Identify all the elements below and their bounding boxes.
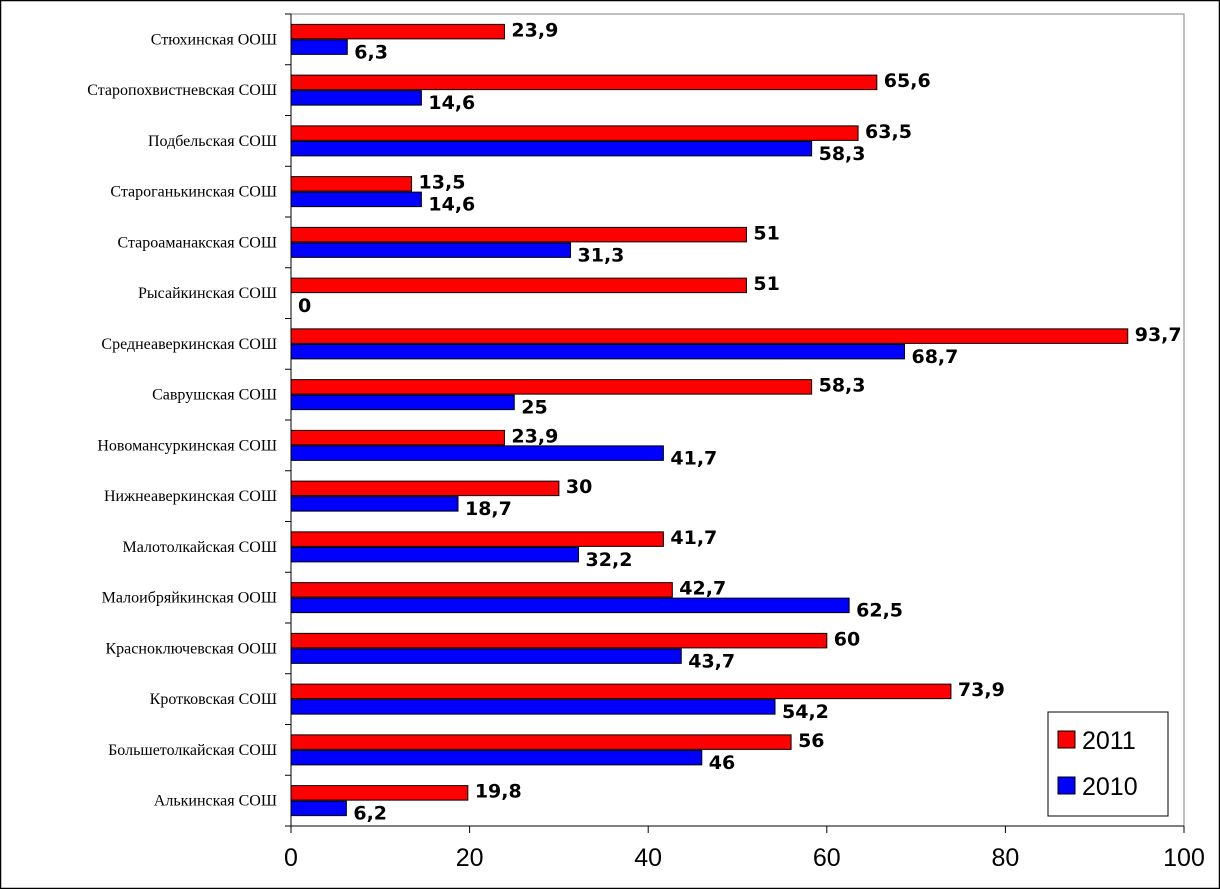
category-label: Подбельская СОШ (148, 133, 277, 150)
bar-2010 (290, 445, 664, 461)
data-label-2010: 25 (521, 397, 547, 419)
data-label-2010: 0 (298, 295, 311, 317)
category-label: Рысайкинская СОШ (138, 285, 277, 302)
bar-2010 (290, 191, 422, 208)
x-tick-label: 100 (1163, 844, 1205, 872)
bar-2011 (290, 480, 560, 497)
bar-2010 (290, 343, 905, 360)
bar-2011 (290, 429, 505, 446)
legend-box (1047, 711, 1169, 817)
category-label: Нижнеаверкинская СОШ (104, 488, 277, 505)
data-label-2011: 51 (753, 222, 779, 244)
category-label: Среднеаверкинская СОШ (101, 336, 277, 353)
category-label: Стюхинская ООШ (151, 31, 277, 48)
bar-2011 (290, 328, 1129, 344)
category-label: Кротковская СОШ (150, 691, 277, 708)
bar-2011 (290, 23, 505, 40)
x-tick-label: 60 (813, 844, 841, 872)
data-label-2011: 23,9 (511, 19, 558, 41)
category-label: Алькинская СОШ (154, 793, 277, 810)
category-label: Большетолкайская СОШ (108, 742, 277, 759)
x-tick-label: 20 (456, 844, 484, 872)
data-label-2011: 42,7 (679, 578, 726, 600)
legend-swatch-2010 (1057, 776, 1076, 795)
bar-2011 (290, 74, 878, 91)
category-label: Красноключевская ООШ (106, 640, 278, 657)
bar-2010 (290, 242, 572, 258)
data-label-2011: 60 (834, 628, 860, 650)
x-tick-label: 80 (991, 844, 1019, 872)
category-label: Саврушская СОШ (152, 387, 277, 404)
bar-2010 (290, 546, 580, 563)
data-label-2011: 13,5 (419, 172, 466, 194)
data-label-2011: 73,9 (958, 679, 1005, 701)
x-tick-label: 40 (634, 844, 662, 872)
data-label-2010: 68,7 (911, 346, 958, 368)
category-label: Староганькинская СОШ (110, 184, 277, 201)
data-label-2011: 56 (798, 730, 824, 752)
bar-2011 (290, 226, 747, 243)
bar-2010 (290, 699, 776, 715)
bar-2010 (290, 39, 348, 55)
data-label-2010: 41,7 (670, 447, 717, 469)
data-label-2010: 62,5 (856, 600, 903, 622)
data-label-2011: 30 (566, 476, 592, 498)
data-label-2010: 46 (709, 752, 735, 774)
bar-2010 (290, 800, 347, 817)
bar-2011 (290, 277, 747, 294)
data-label-2010: 14,6 (428, 92, 475, 114)
bar-2011 (290, 632, 828, 649)
bar-2011 (290, 379, 813, 395)
bar-2011 (290, 582, 673, 598)
category-label: Староаманакская СОШ (118, 234, 277, 251)
data-label-2011: 63,5 (865, 121, 912, 143)
bar-2010 (290, 597, 850, 614)
data-label-2011: 58,3 (819, 375, 866, 397)
category-label: Новомансуркинская СОШ (97, 437, 277, 454)
data-label-2011: 23,9 (511, 425, 558, 447)
category-label: Малоибряйкинская ООШ (102, 590, 277, 607)
category-label: Старопохвистневская СОШ (87, 82, 277, 99)
bar-2011 (290, 734, 792, 750)
data-label-2010: 18,7 (465, 498, 512, 520)
bar-2011 (290, 683, 952, 700)
bar-2010 (290, 749, 703, 766)
data-label-2011: 93,7 (1135, 324, 1182, 346)
x-tick-label: 0 (284, 844, 298, 872)
data-label-2010: 6,2 (353, 803, 387, 825)
bar-2011 (290, 531, 664, 547)
data-label-2011: 19,8 (475, 781, 522, 803)
data-label-2010: 31,3 (578, 244, 625, 266)
bar-2011 (290, 125, 859, 141)
bar-2010 (290, 394, 515, 411)
bar-2010 (290, 648, 682, 664)
data-label-2010: 58,3 (819, 143, 866, 165)
bar-2011 (290, 176, 413, 192)
data-label-2010: 32,2 (586, 549, 633, 571)
data-label-2011: 65,6 (884, 70, 931, 92)
data-label-2010: 43,7 (688, 650, 735, 672)
data-label-2010: 6,3 (354, 41, 388, 63)
data-label-2011: 41,7 (670, 527, 717, 549)
legend-label-2011: 2011 (1082, 727, 1136, 755)
legend-swatch-2011 (1057, 730, 1076, 749)
data-label-2010: 14,6 (428, 194, 475, 216)
data-label-2010: 54,2 (782, 701, 829, 723)
bar-2010 (290, 90, 422, 106)
data-label-2011: 51 (753, 273, 779, 295)
bar-2011 (290, 785, 469, 801)
bar-2010 (290, 140, 813, 157)
legend-label-2010: 2010 (1082, 773, 1138, 801)
bar-2010 (290, 496, 459, 512)
category-label: Малотолкайская СОШ (123, 539, 277, 556)
